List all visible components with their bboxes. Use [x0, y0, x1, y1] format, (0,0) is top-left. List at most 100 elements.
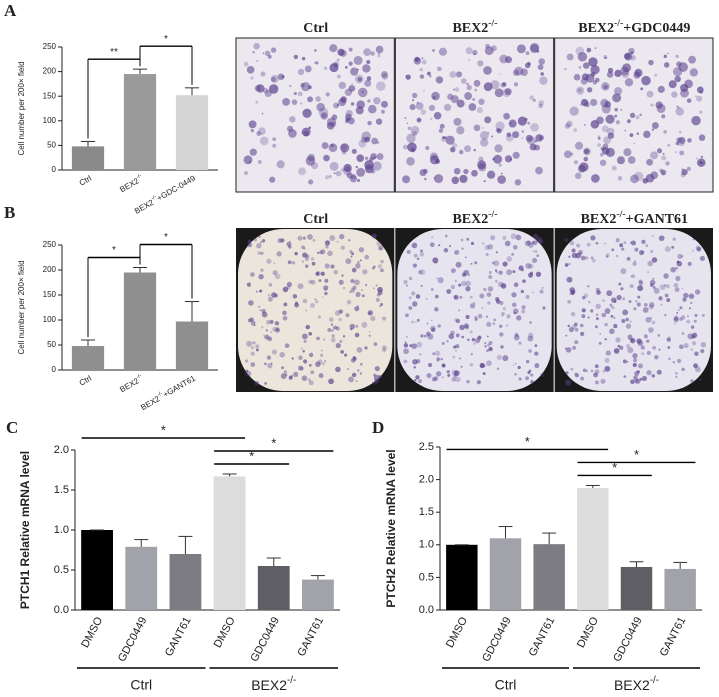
cell — [594, 369, 600, 375]
cell — [266, 355, 272, 360]
cell — [297, 283, 304, 290]
cell — [300, 347, 303, 350]
cell — [358, 139, 367, 148]
cell — [340, 96, 347, 103]
image-title: BEX2-/-+GANT61 — [581, 209, 688, 227]
cell — [348, 47, 353, 52]
cell — [595, 241, 599, 245]
cell — [291, 357, 294, 360]
cell — [498, 72, 501, 75]
cell — [622, 309, 629, 316]
cell — [376, 141, 380, 145]
cell — [576, 243, 581, 248]
cell — [539, 76, 548, 85]
cell — [695, 95, 697, 98]
cell — [366, 76, 372, 81]
cell — [407, 126, 412, 131]
cell — [473, 148, 477, 152]
label-rest: +GANT61 — [626, 212, 688, 227]
cell — [307, 96, 314, 103]
cell — [651, 257, 658, 263]
cell — [535, 134, 543, 142]
cell — [513, 82, 519, 87]
cell — [437, 324, 441, 328]
x-tick-label: GANT61 — [658, 615, 689, 658]
cell — [368, 311, 372, 315]
cell — [372, 265, 376, 269]
cell — [628, 300, 632, 304]
cell — [607, 67, 614, 74]
cell — [264, 381, 268, 385]
cell — [540, 72, 545, 76]
image-title: BEX2-/- — [452, 209, 497, 227]
cell — [632, 353, 638, 359]
cell — [603, 84, 608, 90]
cell — [267, 293, 271, 297]
cell — [471, 337, 476, 342]
cell — [506, 134, 514, 142]
cell — [498, 270, 503, 275]
bar — [664, 568, 696, 610]
cell — [610, 297, 617, 303]
cell — [674, 322, 677, 325]
cell — [256, 243, 262, 249]
cell — [512, 151, 520, 159]
cell — [569, 106, 579, 116]
cell — [356, 154, 365, 163]
cell — [267, 362, 273, 369]
cell — [365, 283, 368, 287]
cell — [362, 64, 371, 73]
cell — [613, 317, 616, 319]
cell — [468, 103, 477, 111]
cell — [375, 81, 386, 91]
cell — [313, 61, 316, 64]
cell — [640, 345, 645, 350]
cell — [664, 284, 666, 287]
cell — [364, 254, 370, 260]
cell — [357, 87, 368, 98]
x-tick-label: GDC0449 — [248, 615, 282, 664]
cell — [635, 378, 640, 383]
y-tick-label: 1.5 — [54, 484, 69, 496]
cell — [506, 324, 509, 327]
cell — [366, 59, 371, 65]
cell — [599, 332, 602, 335]
significance-label: * — [164, 34, 168, 45]
cell — [656, 148, 663, 154]
label-base: BEX2 — [578, 21, 614, 36]
cell — [381, 70, 388, 78]
cell — [416, 117, 422, 123]
cell — [474, 88, 478, 92]
cell — [512, 244, 518, 250]
cell — [308, 279, 313, 285]
cell — [485, 315, 489, 318]
cell — [528, 263, 534, 269]
cell — [506, 269, 513, 276]
label-sup: -/- — [488, 18, 497, 29]
cell — [616, 156, 625, 165]
cell — [532, 250, 535, 252]
cell — [357, 261, 360, 264]
cell — [350, 255, 353, 258]
cell — [687, 333, 694, 340]
cell — [681, 168, 688, 176]
cell — [439, 123, 445, 129]
cell — [419, 251, 425, 257]
cell — [351, 267, 357, 273]
cell — [345, 119, 349, 124]
cell — [351, 372, 357, 378]
cell — [630, 240, 637, 246]
significance-label: * — [612, 460, 617, 475]
cell — [678, 309, 680, 311]
cell — [494, 88, 504, 98]
cell — [621, 70, 630, 79]
cell — [604, 56, 607, 60]
cell — [604, 322, 608, 327]
cell — [626, 256, 631, 261]
cell — [536, 49, 540, 53]
cell — [568, 262, 571, 266]
cell — [566, 276, 573, 283]
cell — [259, 241, 263, 244]
cell — [675, 141, 680, 146]
cell — [338, 309, 344, 314]
